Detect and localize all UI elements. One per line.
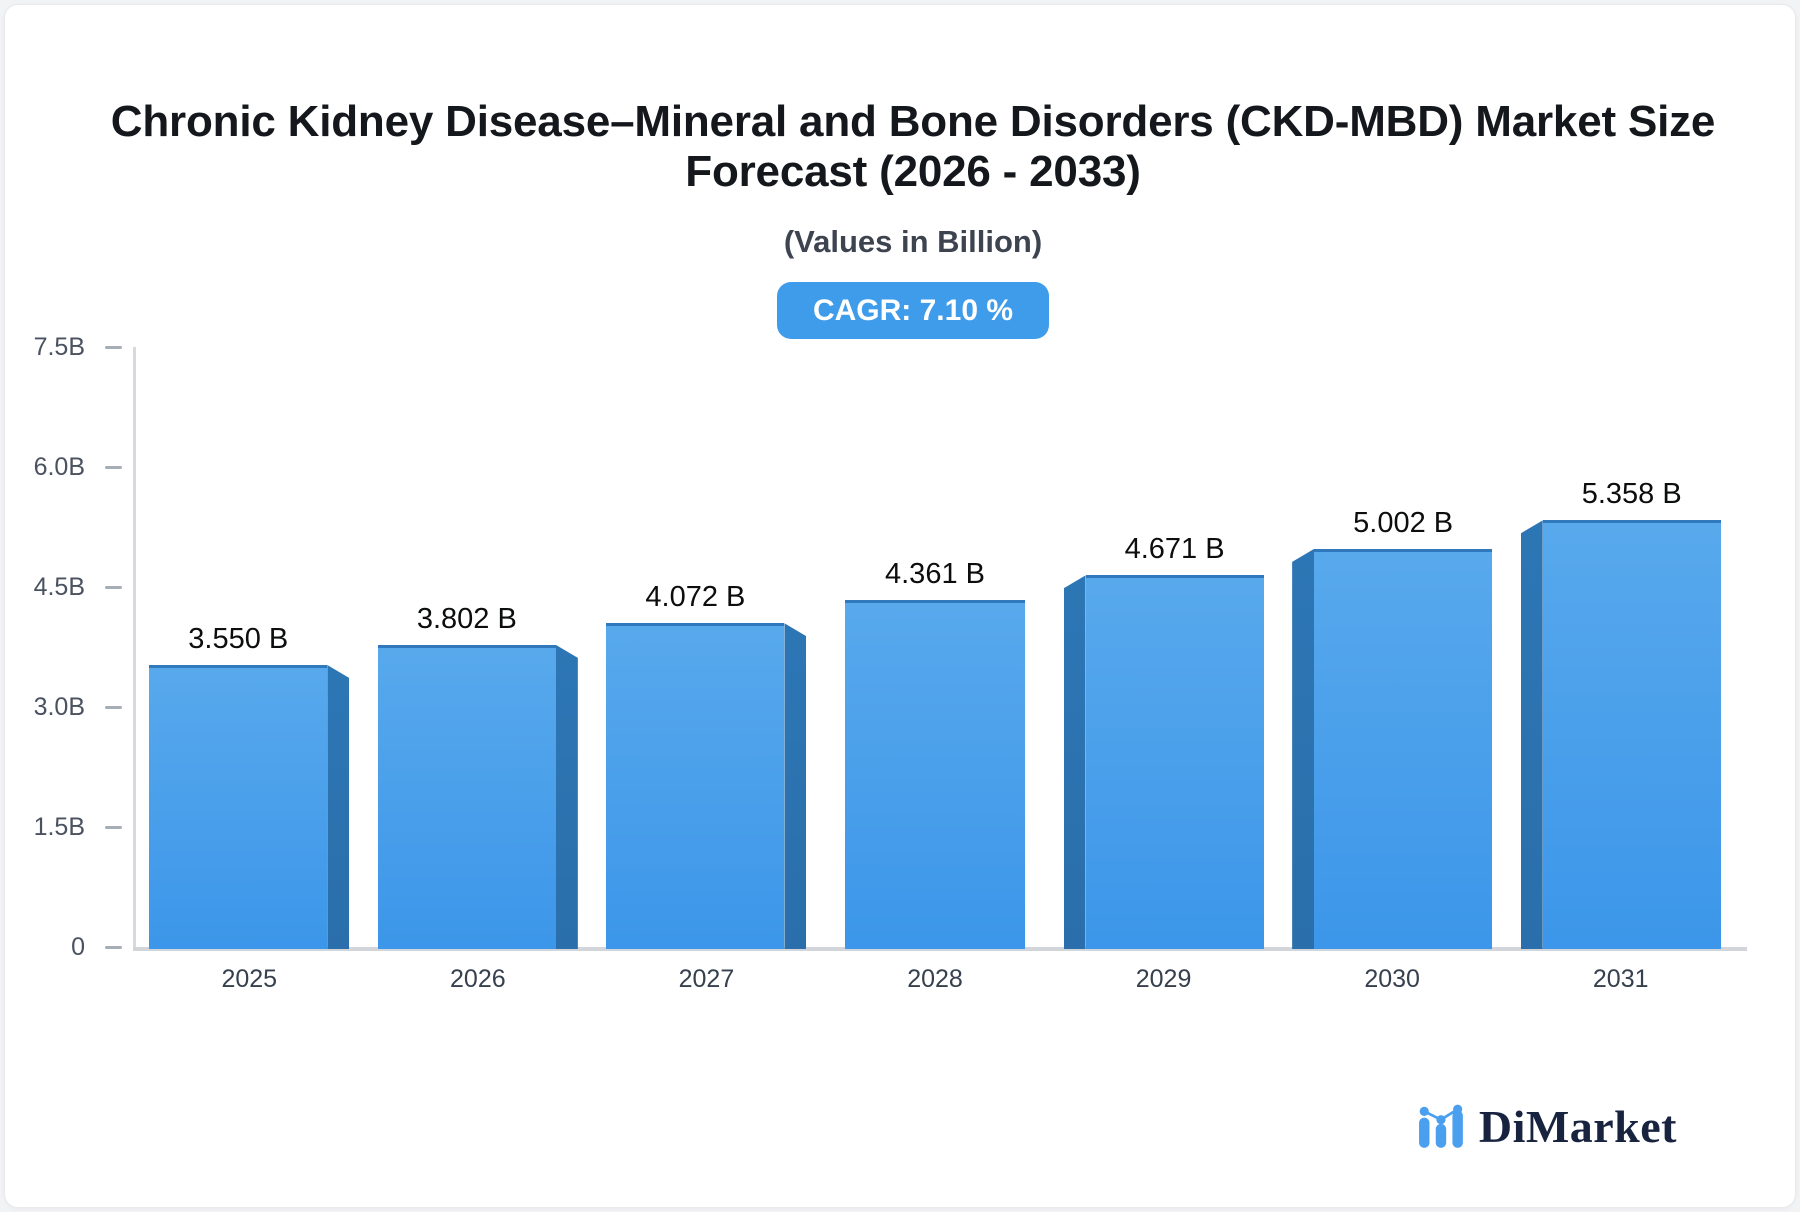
bar-value-label: 4.671 B — [1124, 533, 1225, 566]
cagr-badge: CAGR: 7.10 % — [776, 282, 1050, 339]
plot-area: 7.5B 6.0B 4.5B 3.0B 1.5B 0 3.550 B 2025 3.802 B 2… — [34, 333, 1747, 993]
bar-side — [1063, 575, 1086, 949]
bar-face — [845, 600, 1025, 949]
logo-bars — [1418, 1109, 1463, 1148]
bar-2027[interactable]: 4.072 B — [606, 581, 807, 949]
y-tick-dash — [105, 705, 122, 709]
bar-face — [1314, 548, 1493, 949]
x-axis-line — [133, 947, 1747, 951]
bar-2028[interactable]: 4.361 B — [845, 558, 1025, 949]
y-tick-dash — [105, 345, 122, 349]
bar-face — [377, 644, 556, 949]
brand-logo: DiMarket — [1418, 1100, 1677, 1153]
bar-face — [606, 623, 785, 949]
y-tick-label: 4.5B — [33, 573, 85, 601]
y-tick-dash — [105, 825, 122, 829]
bar-value-label: 5.002 B — [1353, 506, 1454, 539]
y-tick-dash — [105, 585, 122, 589]
bar-face — [1542, 520, 1721, 949]
bar-side — [555, 644, 578, 949]
bar-side — [784, 623, 807, 949]
y-tick-label: 3.0B — [33, 693, 85, 721]
chart-subtitle: (Values in Billion) — [783, 224, 1043, 259]
y-tick-label: 6.0B — [33, 453, 85, 481]
bar-side — [1520, 520, 1543, 949]
bar-2029[interactable]: 4.671 B — [1063, 533, 1264, 949]
brand-chart-icon — [1418, 1104, 1463, 1148]
bar-2025[interactable]: 3.550 B — [149, 623, 350, 949]
x-axis-label-2025: 2025 — [221, 965, 278, 993]
x-axis-label-2026: 2026 — [450, 965, 506, 993]
bar-2031[interactable]: 5.358 B — [1520, 478, 1721, 949]
bar-side — [1292, 548, 1315, 949]
y-axis-line — [133, 347, 136, 950]
x-axis-label-2029: 2029 — [1135, 965, 1192, 993]
bar-value-label: 5.358 B — [1581, 478, 1682, 511]
x-axis-label-2031: 2031 — [1592, 965, 1649, 993]
logo-dots — [1419, 1104, 1463, 1124]
y-tick-label: 7.5B — [33, 333, 85, 361]
bar-value-label: 4.361 B — [885, 558, 985, 591]
chart-card: Chronic Kidney Disease–Mineral and Bone … — [4, 4, 1796, 1208]
y-tick-label: 1.5B — [33, 813, 85, 841]
bar-face — [149, 665, 328, 949]
chart-header: Chronic Kidney Disease–Mineral and Bone … — [5, 5, 1795, 339]
bar-face — [1085, 575, 1264, 949]
bar-2030[interactable]: 5.002 B — [1292, 507, 1493, 949]
brand-logo-text: DiMarket — [1478, 1101, 1677, 1152]
x-axis-label-2028: 2028 — [907, 965, 963, 993]
chart-title: Chronic Kidney Disease–Mineral and Bone … — [110, 97, 1716, 196]
bar-2026[interactable]: 3.802 B — [377, 603, 578, 949]
bar-value-label: 3.802 B — [416, 602, 517, 635]
y-tick-dash — [105, 465, 122, 469]
bar-side — [327, 665, 350, 949]
y-tick-dash — [105, 945, 122, 949]
x-axis-label-2030: 2030 — [1364, 965, 1420, 993]
y-tick-label: 0 — [71, 933, 85, 961]
bar-value-label: 4.072 B — [645, 581, 746, 614]
x-axis-label-2027: 2027 — [678, 965, 735, 993]
bar-value-label: 3.550 B — [188, 623, 289, 655]
